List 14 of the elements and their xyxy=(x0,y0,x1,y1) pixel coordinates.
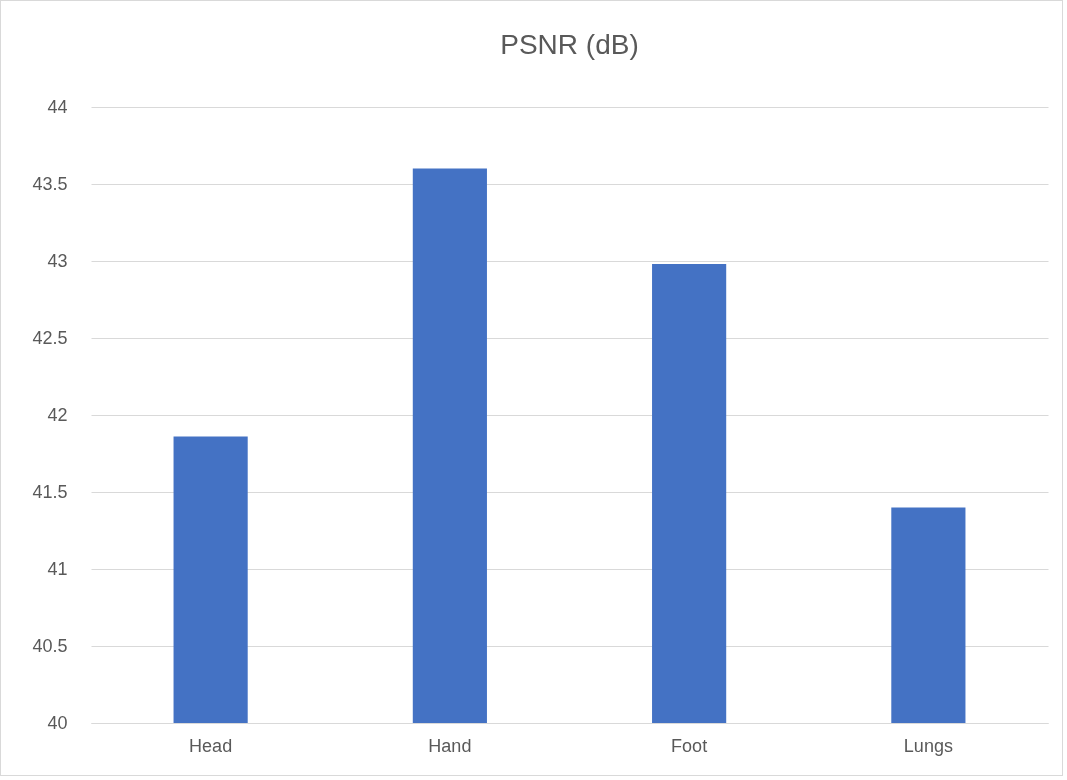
x-tick-label: Hand xyxy=(428,735,472,756)
y-tick-label: 42.5 xyxy=(32,327,68,348)
y-tick-label: 42 xyxy=(47,404,68,425)
y-tick-label: 43 xyxy=(47,250,68,271)
y-tick-label: 44 xyxy=(47,96,68,117)
x-tick-label: Foot xyxy=(671,735,708,756)
y-tick-label: 40 xyxy=(47,712,68,733)
y-tick-label: 40.5 xyxy=(32,635,68,656)
x-tick-label: Lungs xyxy=(903,735,953,756)
y-tick-label: 41 xyxy=(47,558,68,579)
chart-title: PSNR (dB) xyxy=(500,29,639,60)
y-tick-label: 43.5 xyxy=(32,173,68,194)
y-tick-label: 41.5 xyxy=(32,481,68,502)
x-tick-label: Head xyxy=(189,735,233,756)
